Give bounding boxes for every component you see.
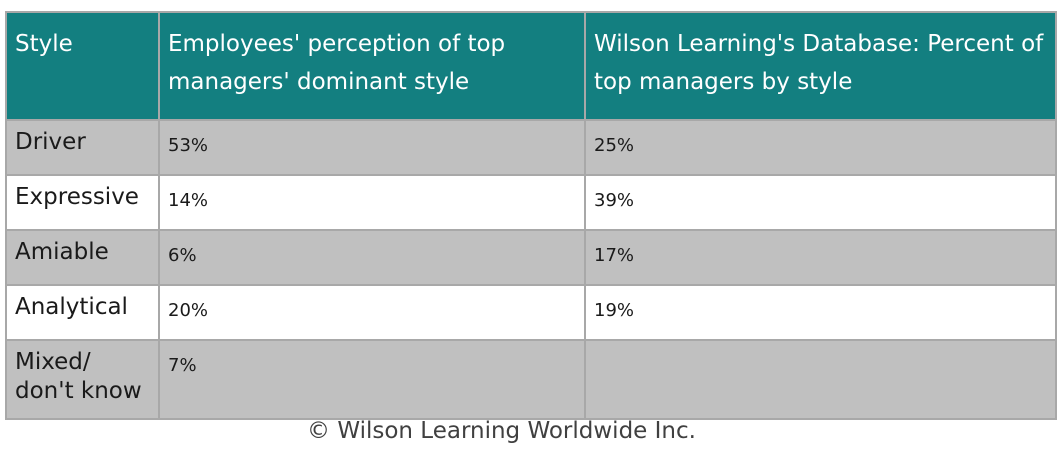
employees-value: 20% — [158, 284, 586, 341]
table-row: Mixed/ don't know 7% — [5, 339, 1057, 420]
employees-value: 53% — [158, 119, 586, 176]
style-cell: Amiable — [5, 229, 160, 286]
style-cell: Mixed/ don't know — [5, 339, 160, 420]
employees-value: 7% — [158, 339, 586, 420]
header-style: Style — [5, 11, 160, 121]
database-value: 19% — [584, 284, 1057, 341]
style-cell: Driver — [5, 119, 160, 176]
header-row: Style Employees' perception of top manag… — [5, 11, 1057, 121]
style-cell: Analytical — [5, 284, 160, 341]
header-database-percent: Wilson Learning's Database: Percent of t… — [584, 11, 1057, 121]
header-employees-perception: Employees' perception of top managers' d… — [158, 11, 586, 121]
table-row: Amiable 6% 17% — [5, 229, 1057, 286]
employees-value: 14% — [158, 174, 586, 231]
employees-value: 6% — [158, 229, 586, 286]
style-cell: Expressive — [5, 174, 160, 231]
table-row: Expressive 14% 39% — [5, 174, 1057, 231]
database-value: 17% — [584, 229, 1057, 286]
copyright-footer: © Wilson Learning Worldwide Inc. — [307, 418, 696, 444]
table-row: Analytical 20% 19% — [5, 284, 1057, 341]
table-row: Driver 53% 25% — [5, 119, 1057, 176]
database-value: 39% — [584, 174, 1057, 231]
database-value — [584, 339, 1057, 420]
management-style-table: Style Employees' perception of top manag… — [5, 11, 1057, 420]
database-value: 25% — [584, 119, 1057, 176]
